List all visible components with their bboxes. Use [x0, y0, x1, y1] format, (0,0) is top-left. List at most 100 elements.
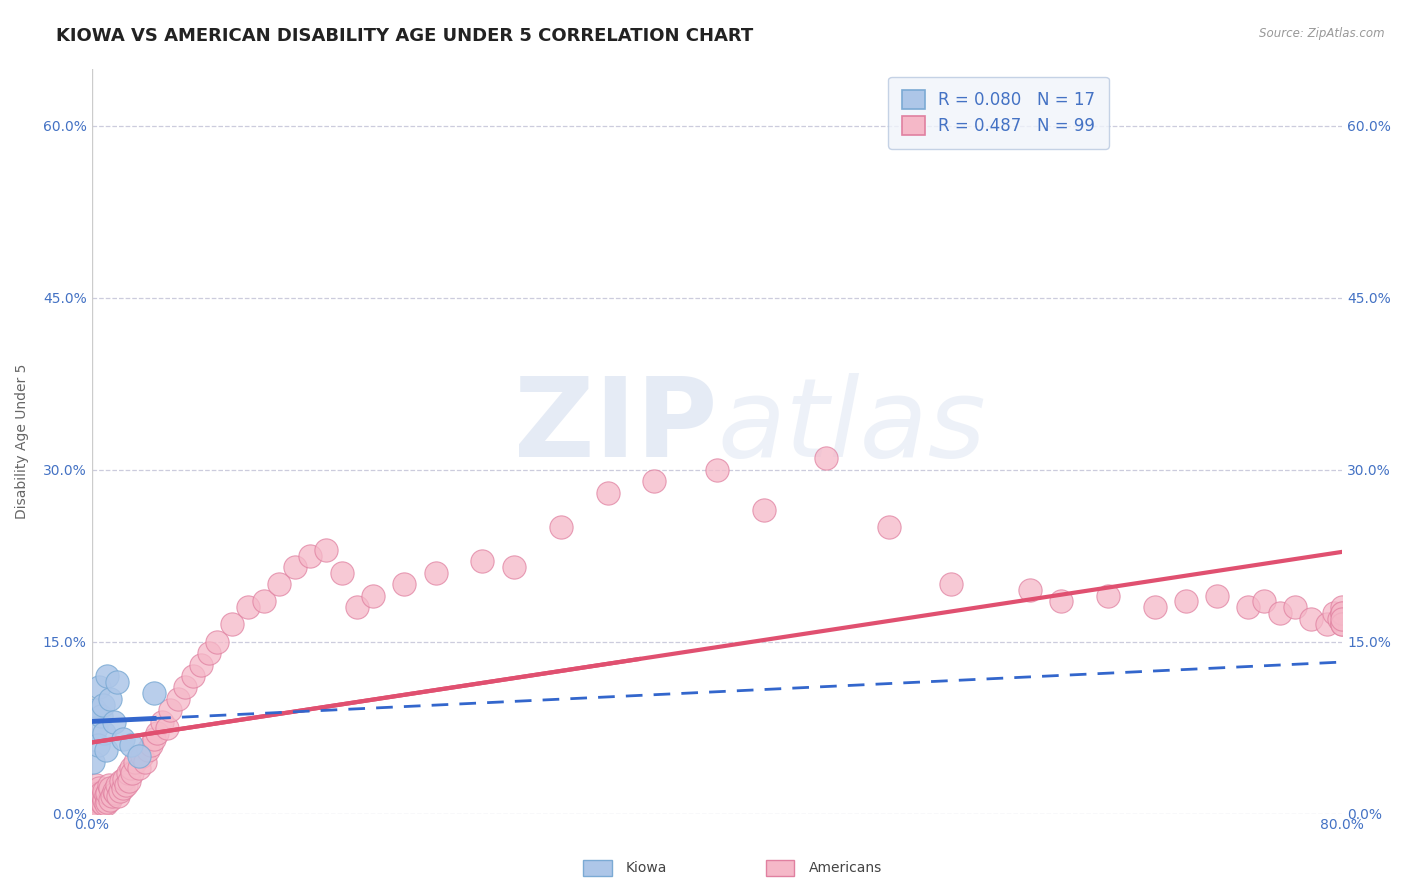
Point: [87, 786, 110, 800]
Point: [1143, 600, 1166, 615]
Point: [93, 726, 115, 740]
Point: [269, 577, 291, 591]
Point: [1253, 594, 1275, 608]
Point: [96, 795, 118, 809]
Point: [550, 520, 572, 534]
Point: [221, 617, 243, 632]
Point: [105, 674, 128, 689]
Point: [114, 772, 136, 786]
Point: [330, 566, 353, 580]
Point: [110, 774, 132, 789]
Point: [815, 451, 838, 466]
Point: [91, 698, 114, 712]
Point: [86, 721, 108, 735]
Point: [86, 789, 108, 804]
Point: [96, 786, 118, 800]
Point: [97, 778, 120, 792]
Point: [89, 789, 111, 804]
Point: [166, 692, 188, 706]
Point: [90, 795, 112, 809]
Point: [1327, 612, 1350, 626]
Text: KIOWA VS AMERICAN DISABILITY AGE UNDER 5 CORRELATION CHART: KIOWA VS AMERICAN DISABILITY AGE UNDER 5…: [56, 27, 754, 45]
Point: [100, 692, 122, 706]
Point: [1331, 606, 1354, 620]
Point: [91, 797, 114, 812]
Point: [103, 714, 125, 729]
Point: [643, 474, 665, 488]
Point: [1018, 582, 1040, 597]
Point: [107, 789, 129, 804]
Point: [941, 577, 963, 591]
Point: [471, 554, 494, 568]
Point: [82, 795, 104, 809]
Point: [143, 686, 166, 700]
Point: [1331, 606, 1354, 620]
Point: [174, 681, 197, 695]
Y-axis label: Disability Age Under 5: Disability Age Under 5: [15, 363, 30, 519]
Point: [111, 781, 134, 796]
Point: [146, 726, 169, 740]
Text: ZIP: ZIP: [513, 373, 717, 480]
Point: [877, 520, 900, 534]
Text: atlas: atlas: [717, 373, 986, 480]
Point: [101, 789, 124, 804]
Point: [394, 577, 416, 591]
Point: [139, 738, 162, 752]
Point: [83, 783, 105, 797]
Point: [1299, 612, 1322, 626]
Text: Source: ZipAtlas.com: Source: ZipAtlas.com: [1260, 27, 1385, 40]
Point: [115, 778, 138, 792]
Point: [1331, 612, 1354, 626]
Point: [198, 646, 221, 660]
Point: [1331, 617, 1354, 632]
Point: [134, 755, 156, 769]
Point: [236, 600, 259, 615]
Point: [1323, 606, 1346, 620]
Point: [284, 560, 307, 574]
Point: [1316, 617, 1339, 632]
Point: [94, 743, 117, 757]
Point: [205, 634, 228, 648]
Point: [93, 783, 115, 797]
Point: [89, 801, 111, 815]
Point: [82, 755, 104, 769]
Point: [87, 738, 110, 752]
Point: [1284, 600, 1306, 615]
Point: [86, 778, 108, 792]
Point: [159, 703, 181, 717]
Point: [91, 789, 114, 804]
Point: [90, 709, 112, 723]
Text: Kiowa: Kiowa: [626, 861, 666, 875]
Point: [361, 589, 384, 603]
Point: [425, 566, 447, 580]
Point: [118, 774, 141, 789]
Point: [124, 755, 146, 769]
Point: [315, 542, 337, 557]
Text: Americans: Americans: [808, 861, 882, 875]
Point: [181, 669, 204, 683]
Point: [83, 793, 105, 807]
Point: [94, 788, 117, 802]
Point: [96, 669, 118, 683]
Point: [150, 714, 173, 729]
Point: [1268, 606, 1291, 620]
Point: [752, 503, 775, 517]
Point: [1237, 600, 1260, 615]
Point: [136, 743, 159, 757]
Point: [1331, 600, 1354, 615]
Point: [1331, 617, 1354, 632]
Point: [156, 721, 179, 735]
Point: [111, 732, 134, 747]
Point: [120, 738, 142, 752]
Point: [596, 485, 619, 500]
Legend: R = 0.080   N = 17, R = 0.487   N = 99: R = 0.080 N = 17, R = 0.487 N = 99: [889, 77, 1109, 149]
Point: [86, 797, 108, 812]
Point: [94, 797, 117, 812]
Point: [502, 560, 524, 574]
Point: [108, 783, 131, 797]
Point: [104, 786, 127, 800]
Point: [89, 681, 111, 695]
Point: [105, 778, 128, 792]
Point: [1206, 589, 1229, 603]
Point: [103, 783, 125, 797]
